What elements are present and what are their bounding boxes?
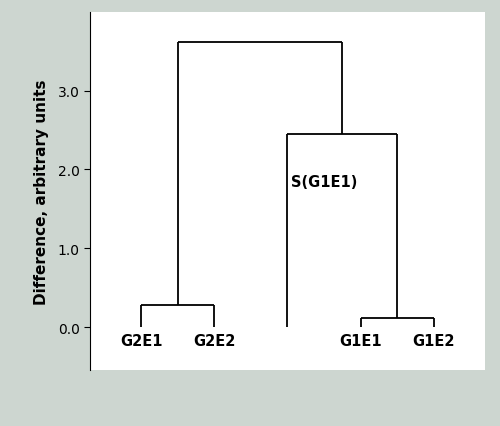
Text: G2E1: G2E1 xyxy=(120,334,162,348)
Text: G1E2: G1E2 xyxy=(412,334,455,348)
Text: G1E1: G1E1 xyxy=(340,334,382,348)
Text: G2E2: G2E2 xyxy=(193,334,236,348)
Y-axis label: Difference, arbitrary units: Difference, arbitrary units xyxy=(34,79,49,304)
Text: S(G1E1): S(G1E1) xyxy=(291,174,358,189)
